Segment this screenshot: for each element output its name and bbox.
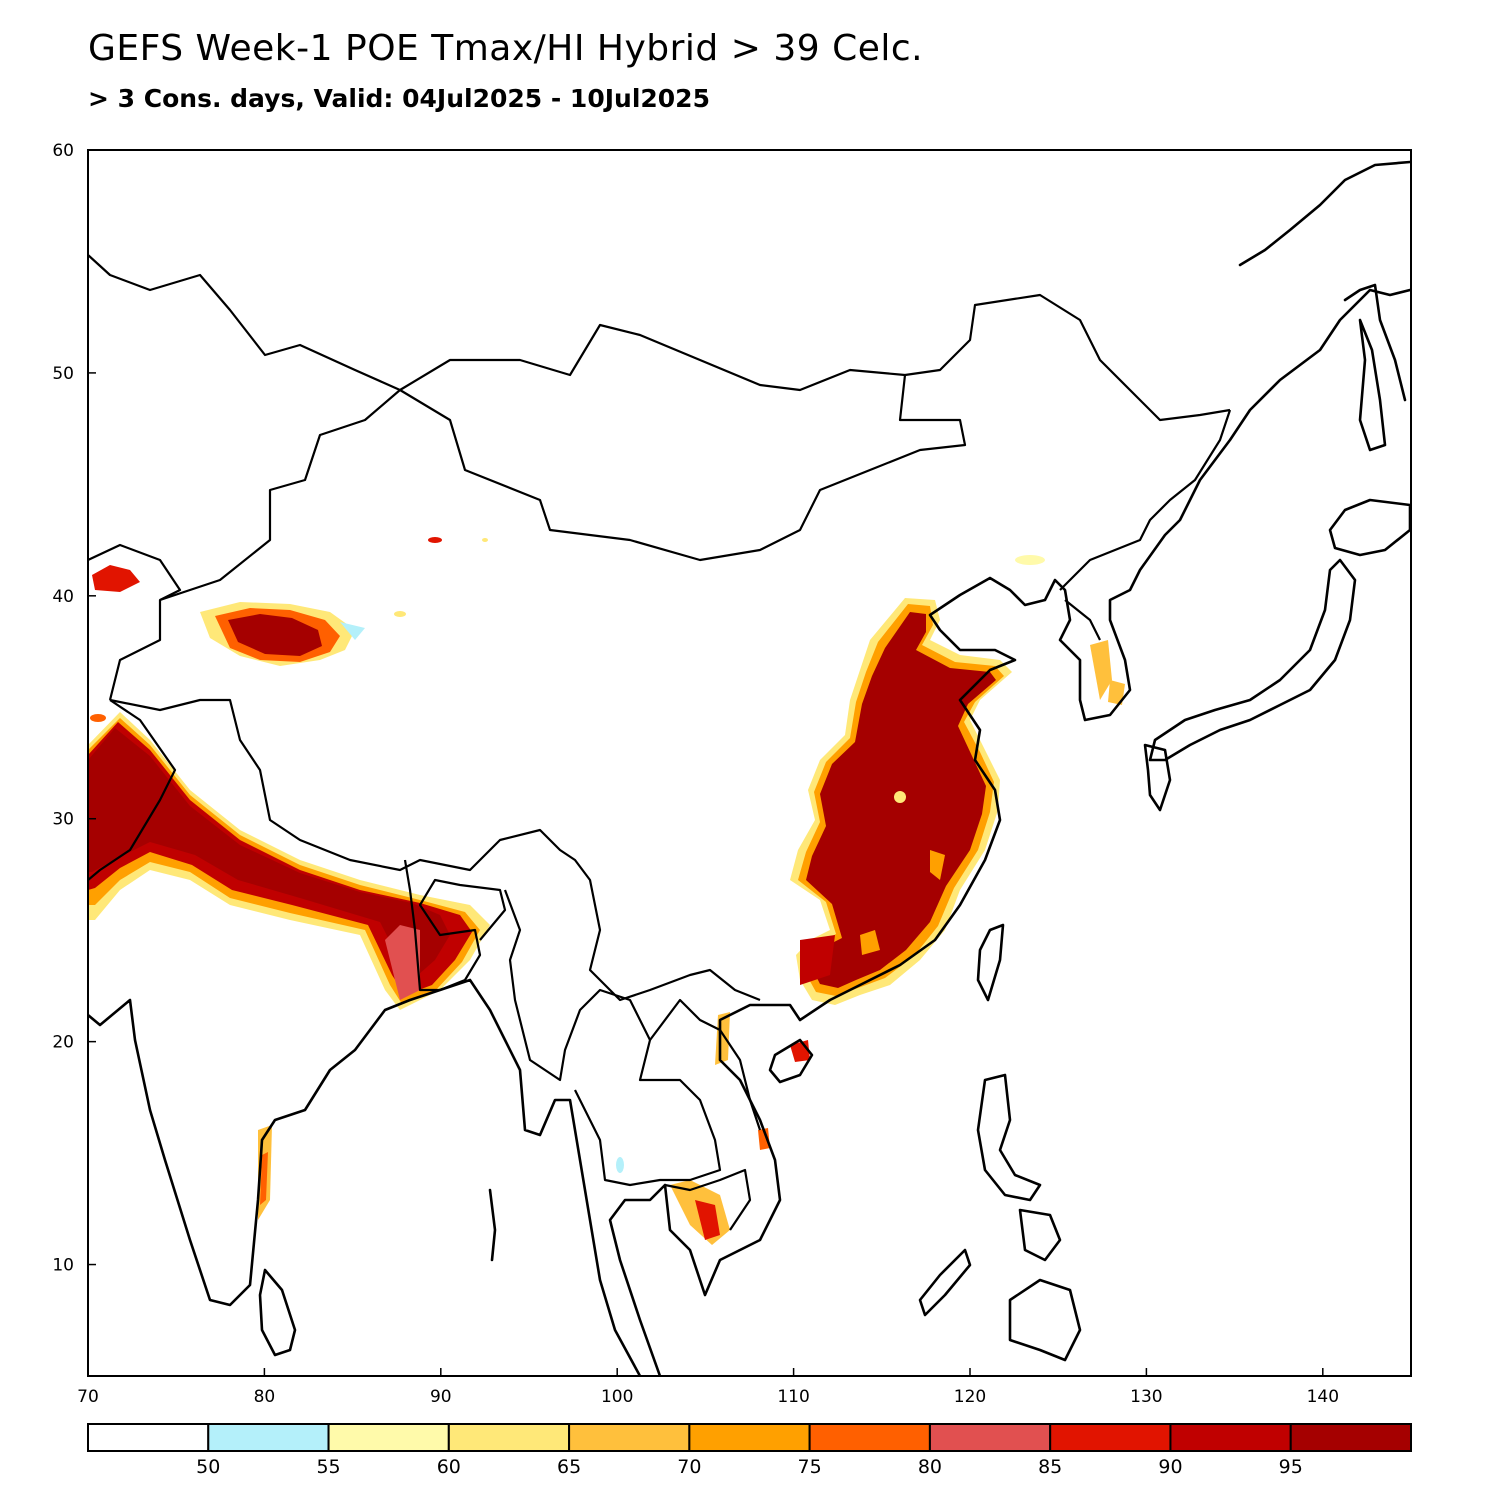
heat-region-fergana: [92, 565, 140, 592]
map-subtitle: > 3 Cons. days, Valid: 04Jul2025 - 10Jul…: [88, 84, 710, 113]
coastline-kamchatka: [1343, 283, 1407, 402]
lon-tick-label: 110: [777, 1387, 809, 1407]
border-central-asia: [88, 543, 182, 601]
coastline-hainan: [768, 1038, 814, 1084]
border-cambodia: [664, 1168, 752, 1231]
coastline-philippines-mindanao: [1008, 1278, 1082, 1362]
border-china-south: [109, 698, 761, 1002]
coastlines: [88, 160, 1411, 1376]
lon-tick-label: 120: [954, 1387, 986, 1407]
border-china-russia-ne: [1059, 409, 1232, 591]
colorbar-swatch: [568, 1423, 691, 1452]
lat-tick-label: 10: [52, 1256, 74, 1276]
coastline-palawan: [918, 1248, 972, 1317]
colorbar-label: 70: [677, 1456, 701, 1478]
colorbar-label: 60: [437, 1456, 461, 1478]
lon-tick-label: 80: [254, 1387, 276, 1407]
coastline-taiwan: [976, 923, 1005, 1002]
colorbar-label: 95: [1279, 1456, 1303, 1478]
probability-shading: [88, 537, 1125, 1245]
colorbar-swatch: [447, 1423, 571, 1452]
country-borders: [88, 254, 1232, 1231]
heat-region-north-india: [88, 712, 490, 1010]
colorbar-label: 50: [196, 1456, 220, 1478]
axis-ticks: 70 80 90 100 110 120 130 140 60 50 40 30 20 10: [52, 141, 1339, 1407]
border-laos-vietnam: [649, 998, 762, 1131]
lon-tick-label: 70: [77, 1387, 99, 1407]
border-korea: [1064, 599, 1101, 641]
colorbar-swatch: [688, 1423, 811, 1452]
colorbar-swatch: [87, 1423, 210, 1452]
colorbar-label: 75: [798, 1456, 822, 1478]
lat-tick-label: 60: [52, 141, 74, 161]
coastline-mainland: [88, 288, 1411, 1376]
lon-tick-label: 130: [1130, 1387, 1162, 1407]
border-bangladesh-bhutan: [403, 859, 507, 992]
lon-tick-label: 140: [1307, 1387, 1339, 1407]
colorbar-swatch: [1049, 1423, 1172, 1452]
colorbar-label: 65: [557, 1456, 581, 1478]
colorbar-swatch: [808, 1423, 931, 1452]
lon-tick-label: 90: [430, 1387, 452, 1407]
colorbar-swatch: [207, 1423, 330, 1452]
lon-tick-label: 100: [601, 1387, 633, 1407]
colorbar-swatch: [327, 1423, 450, 1452]
colorbar-label: 55: [316, 1456, 340, 1478]
border-russia-south: [88, 254, 1231, 422]
heat-region-east-china: [790, 598, 1012, 1005]
coastline-andaman: [488, 1188, 497, 1262]
heat-region-tarim: [200, 602, 365, 666]
coastline-okhotsk: [1238, 160, 1411, 267]
coastline-sri-lanka: [258, 1268, 297, 1357]
plot-frame: [87, 149, 1412, 1377]
lat-tick-label: 30: [52, 810, 74, 830]
coastline-japan-kyushu: [1143, 743, 1172, 812]
colorbar-swatch: [928, 1423, 1052, 1452]
lat-tick-label: 40: [52, 587, 74, 607]
coastline-japan-honshu: [1148, 558, 1357, 762]
colorbar-label: 80: [918, 1456, 942, 1478]
heat-specks: [90, 537, 1045, 1173]
heat-region-korea: [1090, 640, 1125, 705]
coastline-philippines-visayas: [1018, 1208, 1062, 1262]
lat-tick-label: 50: [52, 364, 74, 384]
colorbar-swatch: [1289, 1423, 1413, 1452]
border-mongolia: [399, 374, 967, 562]
border-pakistan-india: [88, 699, 177, 881]
coastline-philippines-luzon: [976, 1073, 1042, 1202]
coastline-japan-hokkaido: [1328, 498, 1411, 557]
lat-tick-label: 20: [52, 1033, 74, 1053]
border-myanmar-thailand: [503, 889, 722, 1187]
colorbar-swatch: [1169, 1423, 1292, 1452]
colorbar: 50 55 60 65 70 75 80 85 90 95: [87, 1423, 1413, 1478]
colorbar-label: 85: [1038, 1456, 1062, 1478]
map-title: GEFS Week-1 POE Tmax/HI Hybrid > 39 Celc…: [88, 28, 924, 69]
border-china-west: [108, 389, 401, 701]
coastline-sakhalin: [1358, 318, 1387, 452]
heat-region-southeast-asia: [258, 1012, 810, 1245]
colorbar-label: 90: [1158, 1456, 1182, 1478]
